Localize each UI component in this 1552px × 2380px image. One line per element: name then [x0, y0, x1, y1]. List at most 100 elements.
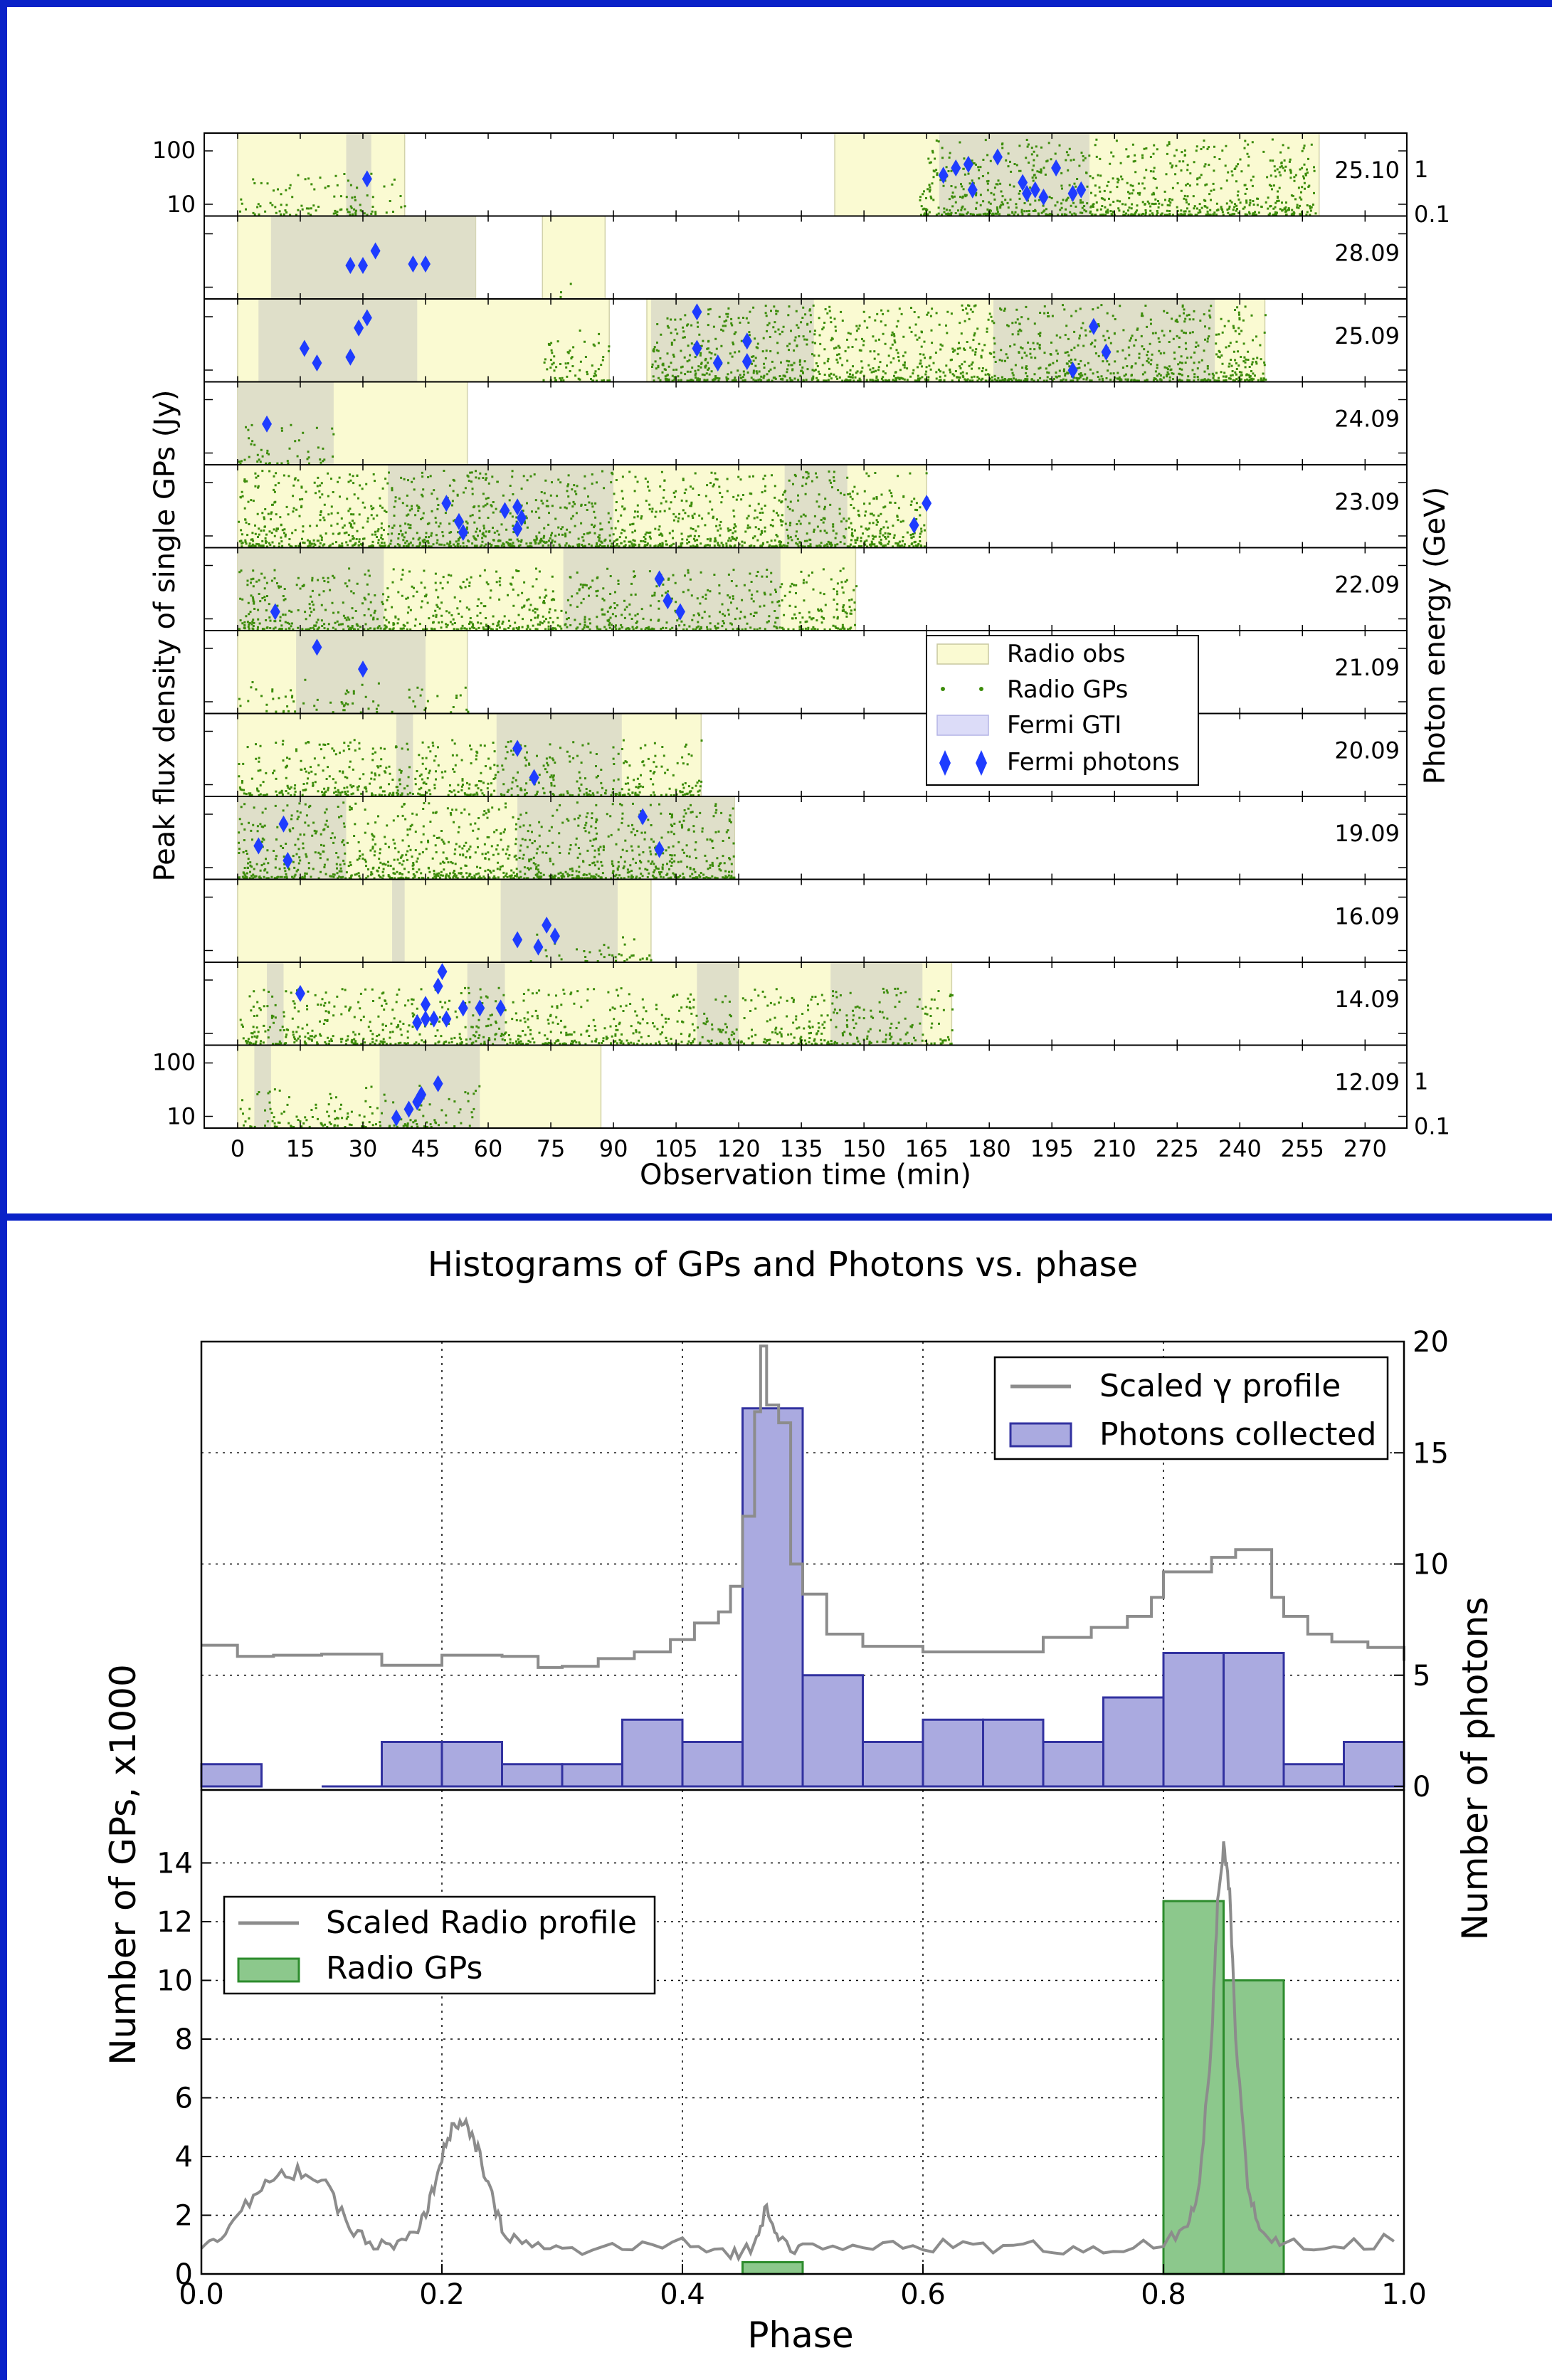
- fermi-photon-point: [262, 415, 273, 433]
- radio-y-tick-label: 2: [175, 2200, 193, 2233]
- photons-bar: [922, 1718, 984, 1788]
- time-tick-label: 255: [1281, 1135, 1324, 1162]
- panel-21-09: 21.09: [204, 630, 1408, 715]
- energy-tick-label: 1: [1414, 1068, 1428, 1095]
- fermi-photon-point: [283, 852, 293, 869]
- photons-bar: [381, 1741, 443, 1788]
- fermi-gti-band: [939, 133, 1090, 216]
- legend-fermi-photons-label: Fermi photons: [1007, 748, 1180, 776]
- photons-bar: [982, 1718, 1045, 1788]
- radio-panel-frame: [200, 1789, 1405, 2275]
- fermi-photon-point: [391, 1109, 401, 1127]
- fermi-photon-point: [549, 927, 560, 945]
- fermi-photon-point: [345, 257, 356, 274]
- photons-bar: [1223, 1652, 1285, 1788]
- phase-x-tick-label: 0.4: [660, 2278, 705, 2311]
- panel-25-10: 25.10 100 10 1 0.1: [152, 132, 1450, 228]
- flux-y-axis-label: Peak flux density of single GPs (Jy): [149, 389, 181, 881]
- time-tick-label: 0: [231, 1135, 245, 1162]
- panel-24-09: 24.09: [204, 381, 1408, 465]
- fermi-photon-point: [529, 769, 539, 786]
- panel-date-label: 16.09: [1334, 903, 1400, 930]
- legend-radio-gps-dot-2: [979, 687, 983, 691]
- photons-legend: Scaled γ profile Photons collected: [993, 1356, 1389, 1460]
- panel-23-09: 23.09: [204, 464, 1408, 549]
- phase-x-tick-label: 1.0: [1381, 2278, 1427, 2311]
- energy-tick-label: 0.1: [1414, 201, 1450, 228]
- time-tick-label: 270: [1344, 1135, 1387, 1162]
- panel-date-label: 14.09: [1334, 986, 1400, 1013]
- radio-legend: Scaled Radio profile Radio GPs: [223, 1895, 656, 1995]
- flux-tick-label: 10: [167, 191, 196, 218]
- radio-profile-line: [200, 1841, 1395, 2263]
- fermi-gti-band: [237, 547, 384, 631]
- radio-gps-points: [238, 567, 858, 631]
- fermi-photon-point: [533, 938, 544, 956]
- fermi-photon-point: [312, 638, 322, 656]
- fermi-photon-point: [345, 348, 356, 366]
- fermi-photon-point: [354, 319, 364, 337]
- panel-20-09: 20.09: [204, 712, 1408, 797]
- phase-histograms-chart: Histograms of GPs and Photons vs. phase …: [102, 1245, 1496, 2356]
- legend-photons-swatch: [1009, 1422, 1072, 1448]
- panel-16-09: 16.09: [204, 878, 1408, 963]
- fermi-photon-point: [951, 159, 961, 177]
- radio-y-tick-label: 12: [157, 1906, 193, 1939]
- fermi-photon-point: [712, 354, 723, 372]
- fermi-gti-band: [392, 879, 405, 962]
- fermi-photon-point: [542, 916, 552, 934]
- fermi-photon-point: [475, 999, 485, 1017]
- fermi-photon-point: [654, 841, 665, 858]
- fermi-photon-point: [1018, 174, 1028, 191]
- fermi-gti-band: [500, 879, 618, 962]
- fermi-photon-point: [1038, 189, 1049, 206]
- radio-gps-points: [238, 739, 703, 796]
- photons-bar: [501, 1763, 564, 1788]
- fermi-photon-point: [453, 512, 464, 530]
- flux-tick-label: 100: [152, 137, 196, 164]
- photons-bar: [621, 1718, 684, 1788]
- histogram-title: Histograms of GPs and Photons vs. phase: [428, 1245, 1138, 1285]
- panel-date-label: 12.09: [1334, 1069, 1400, 1096]
- fermi-photon-point: [421, 996, 431, 1013]
- legend-radio-gps-swatch: [237, 1957, 300, 1983]
- fermi-photon-point: [938, 167, 949, 184]
- time-tick-label: 195: [1030, 1135, 1074, 1162]
- radio-y-tick-label: 0: [175, 2258, 193, 2291]
- fermi-photon-point: [433, 977, 443, 995]
- fermi-photon-point: [299, 339, 310, 357]
- fermi-photon-point: [361, 309, 372, 327]
- radio-obs-band: [542, 215, 606, 300]
- panel-date-label: 19.09: [1334, 820, 1400, 847]
- fermi-photon-point: [433, 1075, 443, 1092]
- radio-gps-points: [559, 283, 572, 298]
- radio-gps-histogram-panel: 0 2 4 6 8 10 12 14: [157, 1789, 1405, 2291]
- photons-bar: [862, 1741, 924, 1788]
- time-tick-label: 60: [474, 1135, 503, 1162]
- fermi-photon-point: [654, 570, 665, 588]
- photons-bar: [681, 1741, 744, 1788]
- gamma-profile-line: [201, 1344, 1405, 1669]
- fermi-gti-band: [496, 713, 622, 796]
- legend-photon-diamond-2: [976, 750, 987, 776]
- legend-radio-gps-hist-label: Radio GPs: [326, 1950, 482, 1986]
- time-tick-label: 15: [286, 1135, 315, 1162]
- time-tick-label: 225: [1156, 1135, 1199, 1162]
- time-tick-label: 135: [780, 1135, 823, 1162]
- fermi-gti-band: [267, 962, 284, 1046]
- panel-frame: [204, 1044, 1408, 1129]
- fermi-gti-band: [258, 299, 418, 382]
- photons-bar: [1102, 1696, 1165, 1788]
- fermi-gti-band: [563, 547, 781, 631]
- fermi-photon-point: [441, 1010, 452, 1028]
- panel-date-label: 23.09: [1334, 488, 1400, 515]
- fermi-photon-point: [1051, 159, 1062, 177]
- time-tick-label: 165: [905, 1135, 949, 1162]
- panel-date-label: 22.09: [1334, 572, 1400, 599]
- radio-y-tick-label: 6: [175, 2082, 193, 2115]
- photons-bar: [200, 1763, 263, 1788]
- time-tick-label: 120: [717, 1135, 761, 1162]
- radio-obs-band: [237, 132, 406, 217]
- radio-gps-points: [529, 933, 653, 962]
